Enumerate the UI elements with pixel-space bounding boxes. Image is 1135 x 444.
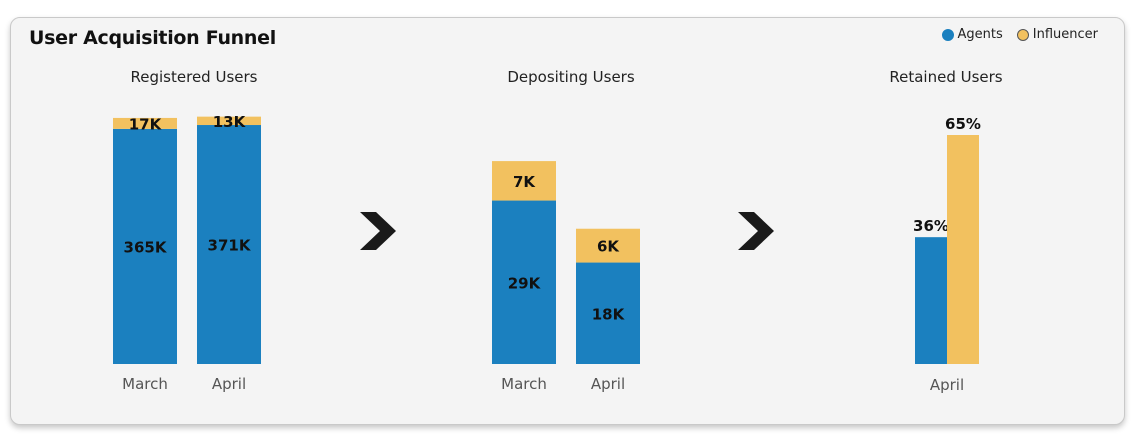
panel-title-depositing-users: Depositing Users <box>507 68 634 86</box>
data-label-agents-april: 371K <box>208 237 252 255</box>
legend-item-agents[interactable]: Agents <box>941 27 1003 42</box>
data-label-agents-march: 365K <box>124 238 168 256</box>
bar-agents-april <box>915 237 947 364</box>
data-label-influencer-march: 17K <box>129 115 163 133</box>
data-label-influencer-april: 6K <box>597 238 620 256</box>
page-title: User Acquisition Funnel <box>29 27 276 49</box>
bar-influencer-april <box>947 135 979 364</box>
bar-influencer-april <box>576 228 640 263</box>
data-label-influencer-april: 65% <box>945 115 981 133</box>
bar-agents-april <box>576 262 640 364</box>
category-label-march: March <box>122 375 168 393</box>
legend-dot-agents-icon <box>941 28 954 41</box>
chevron-right-icon <box>360 212 396 250</box>
data-label-agents-march: 29K <box>508 274 542 292</box>
category-label-april: April <box>930 376 964 394</box>
bar-agents-march <box>492 200 556 364</box>
legend-label-influencer: Influencer <box>1032 27 1098 42</box>
data-label-influencer-march: 7K <box>513 173 536 191</box>
panel-title-retained-users: Retained Users <box>889 68 1002 86</box>
category-label-march: March <box>501 375 547 393</box>
category-label-april: April <box>591 375 625 393</box>
data-label-influencer-april: 13K <box>213 113 247 131</box>
bar-agents-march <box>113 128 177 364</box>
bar-influencer-march <box>492 161 556 201</box>
data-label-agents-april: 36% <box>913 217 949 235</box>
legend: Agents Influencer <box>928 27 1098 42</box>
funnel-card: User Acquisition Funnel Agents Influence… <box>10 17 1125 425</box>
bar-influencer-april <box>197 116 261 126</box>
data-label-agents-april: 18K <box>592 305 626 323</box>
legend-item-influencer[interactable]: Influencer <box>1016 27 1098 42</box>
bar-influencer-march <box>113 117 177 129</box>
legend-dot-influencer-icon <box>1016 28 1029 41</box>
legend-label-agents: Agents <box>957 27 1003 42</box>
panel-title-registered-users: Registered Users <box>131 68 258 86</box>
bar-agents-april <box>197 125 261 364</box>
chevron-right-icon <box>738 212 774 250</box>
category-label-april: April <box>212 375 246 393</box>
